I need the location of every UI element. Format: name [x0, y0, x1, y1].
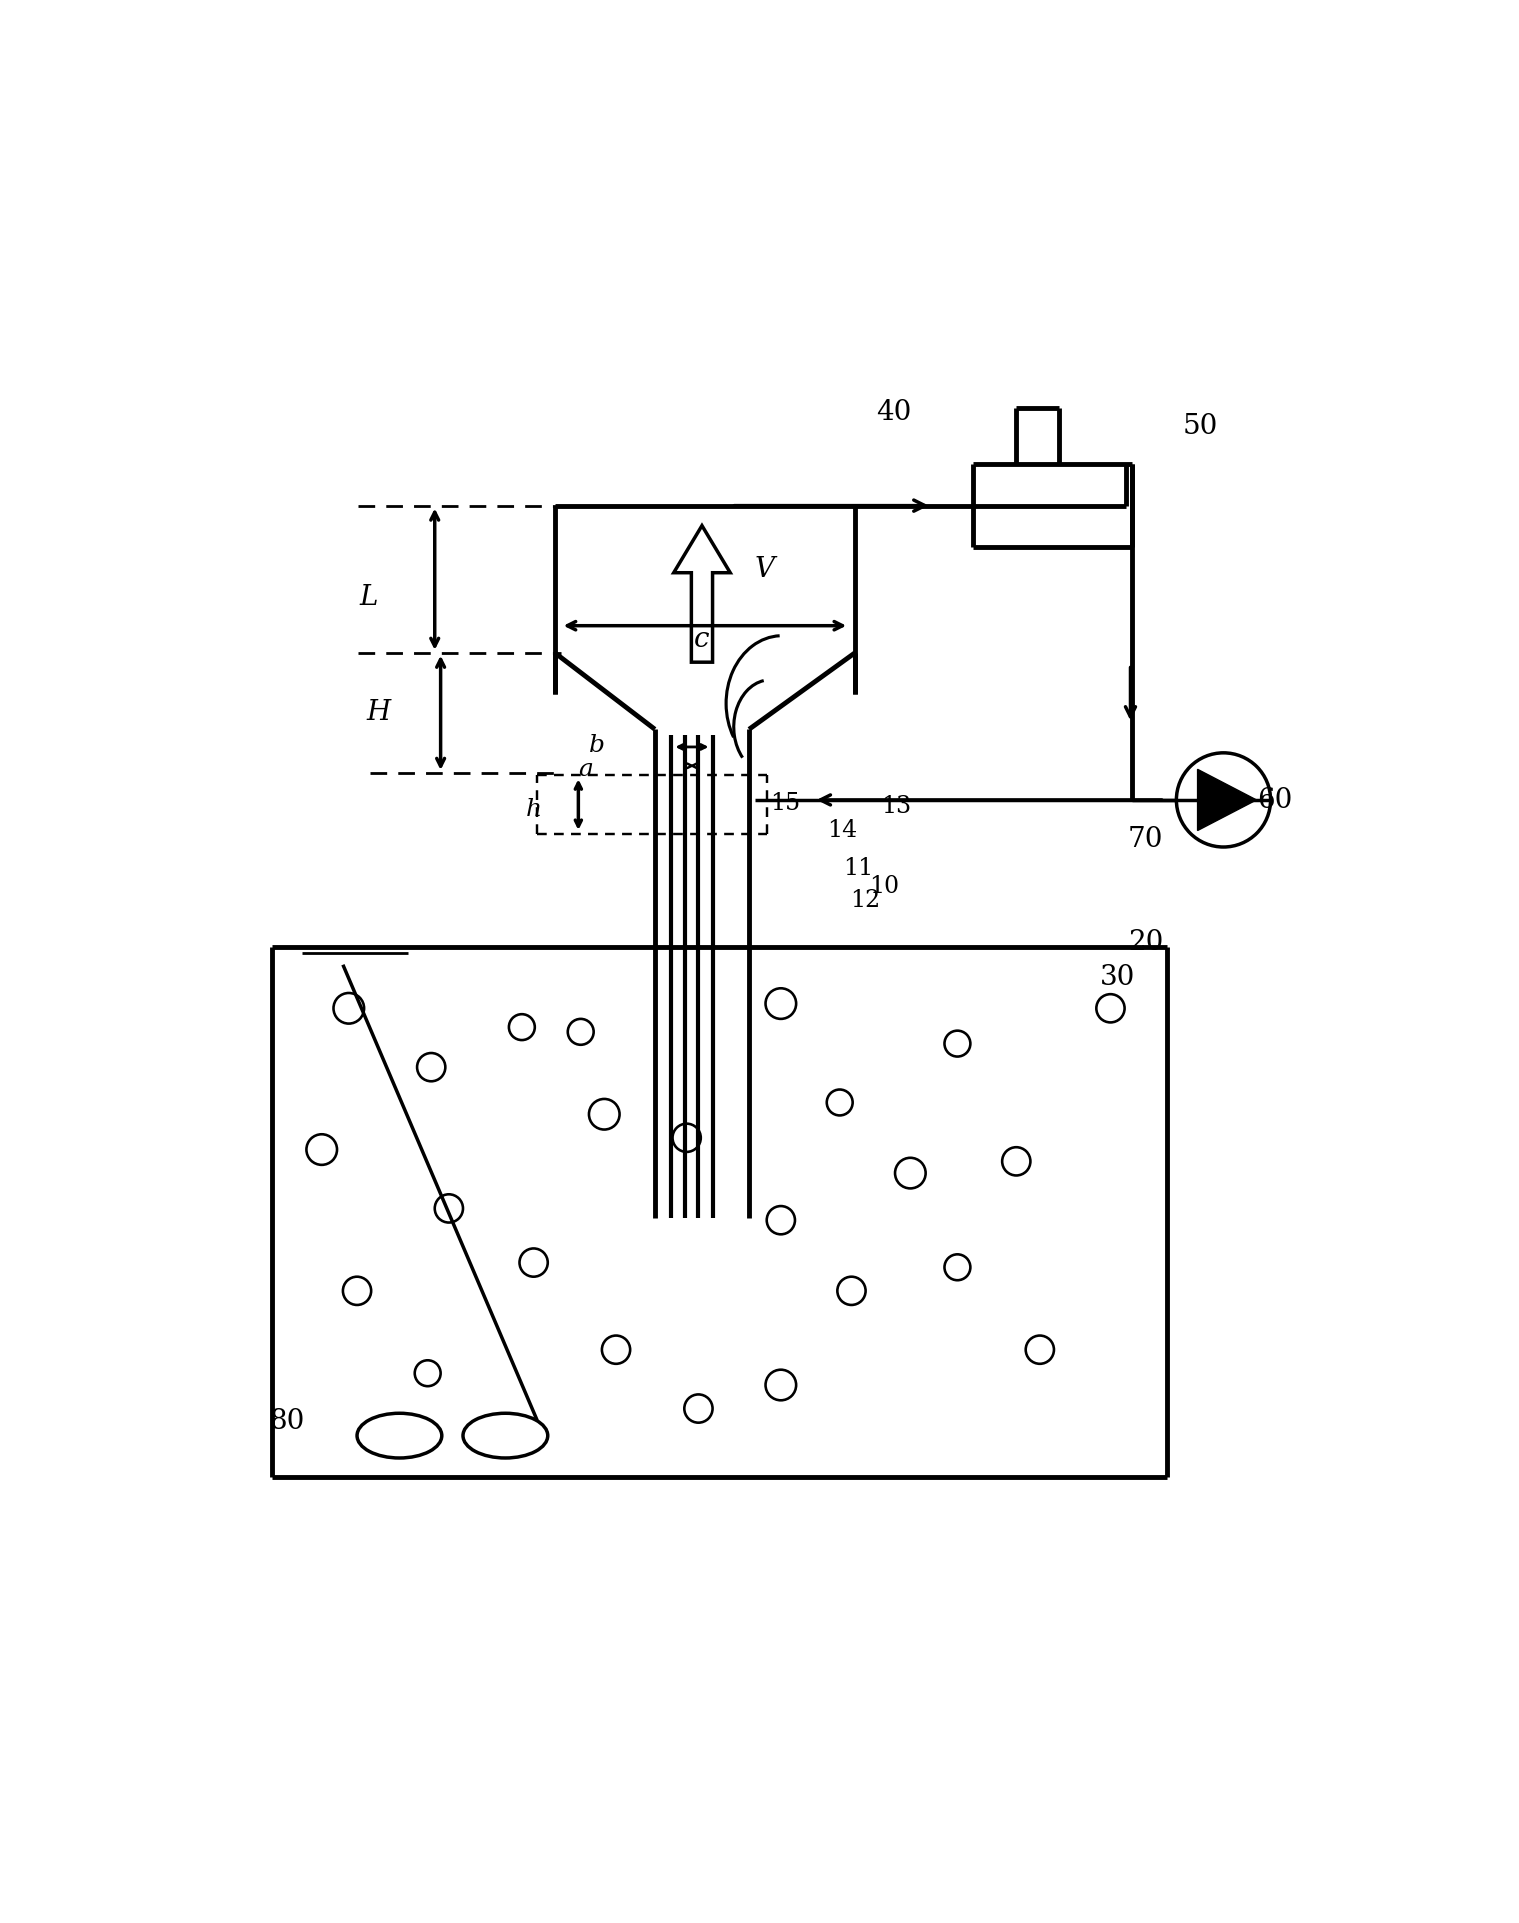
- Text: 11: 11: [843, 856, 873, 879]
- Text: b: b: [589, 735, 605, 756]
- Text: 12: 12: [851, 888, 881, 912]
- Text: 10: 10: [869, 875, 899, 898]
- Text: 30: 30: [1100, 963, 1135, 990]
- Polygon shape: [674, 527, 731, 663]
- Text: 80: 80: [269, 1408, 304, 1435]
- Text: 15: 15: [770, 792, 801, 813]
- Text: 60: 60: [1258, 787, 1293, 813]
- Text: a: a: [579, 758, 592, 781]
- Text: 14: 14: [826, 819, 857, 842]
- Text: c: c: [694, 625, 709, 652]
- Text: 20: 20: [1129, 929, 1164, 956]
- Text: 70: 70: [1129, 825, 1164, 852]
- Polygon shape: [1197, 769, 1256, 831]
- Text: h: h: [526, 798, 542, 821]
- Text: 40: 40: [876, 398, 911, 425]
- Text: H: H: [366, 698, 390, 725]
- Text: L: L: [360, 583, 378, 610]
- Text: 13: 13: [881, 794, 911, 817]
- Text: 50: 50: [1182, 413, 1218, 440]
- Text: V: V: [755, 556, 775, 583]
